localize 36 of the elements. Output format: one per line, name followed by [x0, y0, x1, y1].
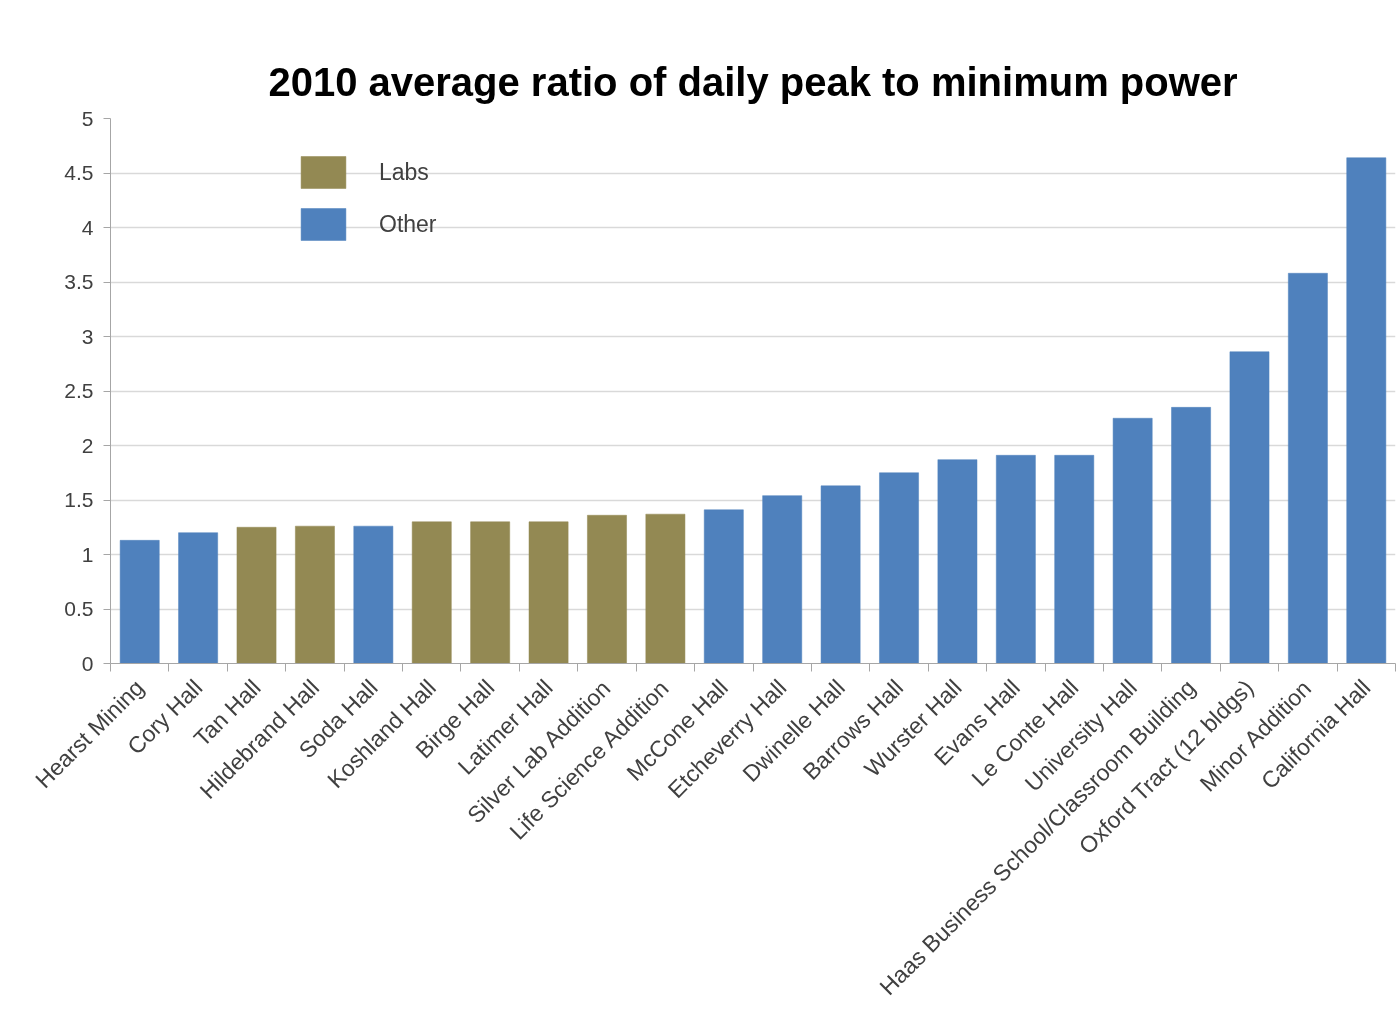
bar — [295, 525, 335, 664]
bar — [353, 525, 394, 664]
bar — [937, 459, 978, 664]
bar — [762, 495, 803, 664]
y-tick-label: 1 — [81, 542, 94, 566]
y-tick-label: 0 — [81, 651, 94, 675]
bar — [879, 472, 919, 664]
y-tick-label: 3 — [81, 324, 94, 348]
y-tick-label: 2.5 — [64, 379, 94, 402]
legend-label: Other — [379, 210, 437, 238]
bar — [1346, 157, 1387, 664]
bar — [178, 532, 218, 664]
bar — [1171, 407, 1211, 664]
bar — [587, 515, 627, 664]
y-tick-label: 4.5 — [64, 161, 94, 184]
chart-title: 2010 average ratio of daily peak to minimum power — [268, 59, 1238, 104]
y-tick-label: 0.5 — [64, 597, 94, 620]
bar — [411, 521, 452, 664]
bar — [820, 485, 861, 664]
bar — [1288, 273, 1328, 664]
bar — [1229, 351, 1270, 664]
bar — [119, 540, 160, 664]
y-tick-label: 5 — [81, 106, 94, 130]
y-tick-label: 1.5 — [64, 488, 94, 511]
bar — [1112, 418, 1153, 664]
y-tick-label: 4 — [81, 215, 94, 239]
bar — [1054, 455, 1095, 664]
y-tick-label: 2 — [81, 433, 94, 457]
y-tick-label: 3.5 — [64, 270, 94, 293]
legend-label: Labs — [379, 158, 429, 186]
bar — [236, 527, 277, 664]
bar — [528, 521, 569, 664]
bar — [703, 509, 744, 664]
bar — [996, 455, 1036, 664]
bar — [470, 521, 510, 664]
bar — [645, 513, 686, 664]
